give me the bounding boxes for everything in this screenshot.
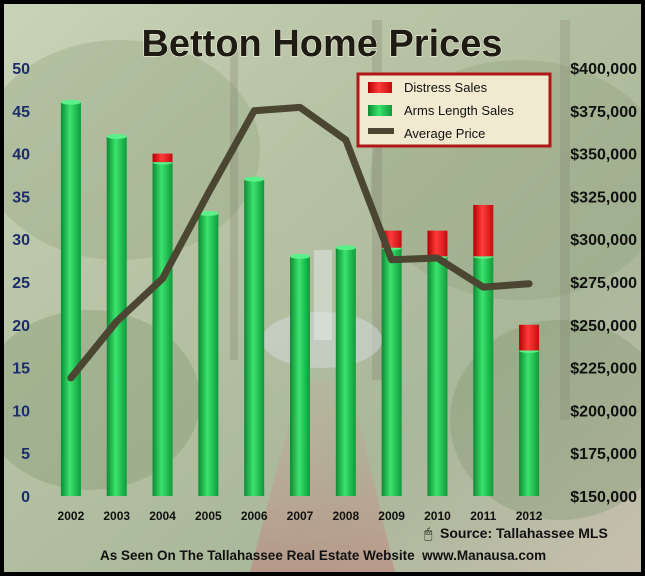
y-right-tick-label: $400,000	[570, 61, 637, 78]
axes: 0 5 10 15 20 25 30 35 40 45 50 $150,000 $175,000 $200…	[12, 61, 637, 523]
x-tick-label: 2008	[332, 509, 359, 523]
y-right-tick-label: $375,000	[570, 104, 637, 121]
bar-arms-length-sales	[381, 247, 402, 496]
bar-distress-sales	[473, 204, 494, 257]
legend-swatch-average-price	[368, 128, 394, 134]
x-tick-label: 2004	[149, 509, 176, 523]
legend-label-arms-length-sales: Arms Length Sales	[404, 103, 514, 118]
point-average-price	[207, 191, 210, 194]
y-right-tick-label: $300,000	[570, 232, 637, 249]
bar-arms-length-sales	[335, 247, 356, 496]
y-left-tick-label: 20	[12, 318, 30, 335]
bar-arms-length-sales-cap	[244, 176, 265, 182]
legend-swatch-distress-sales	[368, 82, 392, 93]
y-left-tick-label: 50	[12, 61, 30, 78]
bar-arms-length-sales	[519, 350, 540, 496]
bar-arms-length-sales-cap	[106, 133, 127, 139]
bar-arms-length-sales	[244, 179, 265, 496]
bar-arms-length-sales-cap	[335, 245, 356, 251]
bar-arms-length-sales-cap	[198, 211, 219, 217]
point-average-price	[115, 320, 118, 323]
legend-label-average-price: Average Price	[404, 126, 485, 141]
bar-arms-length-sales	[427, 256, 448, 496]
bar-arms-length-sales	[473, 256, 494, 496]
x-tick-label: 2002	[58, 509, 85, 523]
bar-arms-length-sales	[290, 256, 310, 496]
x-tick-label: 2003	[103, 509, 130, 523]
x-tick-label: 2007	[287, 509, 314, 523]
y-left-tick-label: 15	[12, 361, 30, 378]
mouse-icon: 🖱	[424, 525, 433, 541]
legend-swatch-arms-length-sales	[368, 105, 392, 116]
point-average-price	[436, 257, 439, 260]
bars	[60, 99, 540, 497]
bar-arms-length-sales-cap	[290, 253, 310, 259]
point-average-price	[528, 282, 531, 285]
y-left-tick-label: 25	[12, 275, 30, 292]
y-right-tick-label: $150,000	[570, 489, 637, 506]
x-tick-label: 2009	[378, 509, 405, 523]
bar-arms-length-sales	[60, 102, 81, 497]
y-right-tick-label: $350,000	[570, 147, 637, 164]
legend-label-distress-sales: Distress Sales	[404, 80, 488, 95]
y-left-tick-label: 5	[21, 446, 30, 463]
point-average-price	[482, 286, 485, 289]
bar-distress-sales	[519, 324, 540, 351]
y-left-tick-label: 30	[12, 232, 30, 249]
point-average-price	[344, 138, 347, 141]
point-average-price	[69, 376, 72, 379]
y-right-tick-label: $250,000	[570, 318, 637, 335]
y-left-tick-label: 10	[12, 403, 30, 420]
average-price-line	[67, 103, 533, 382]
y-right-tick-label: $325,000	[570, 189, 637, 206]
y-right-tick-label: $225,000	[570, 361, 637, 378]
y-left-tick-label: 40	[12, 147, 30, 164]
source-note: 🖱 Source: Tallahassee MLS	[424, 525, 608, 541]
y-left-tick-label: 0	[21, 489, 30, 506]
x-tick-label: 2006	[241, 509, 268, 523]
y-left-tick-label: 35	[12, 189, 30, 206]
legend: Distress Sales Arms Length Sales Average…	[356, 72, 552, 148]
y-left-tick-label: 45	[12, 104, 30, 121]
point-average-price	[299, 106, 301, 109]
bar-arms-length-sales	[198, 213, 219, 496]
bar-arms-length-sales	[152, 162, 173, 496]
point-average-price	[253, 109, 256, 112]
point-average-price	[390, 258, 393, 261]
chart-title: Betton Home Prices	[141, 23, 502, 65]
source-text: Source: Tallahassee MLS	[440, 525, 608, 541]
bar-distress-sales	[152, 153, 173, 163]
bar-distress-sales	[427, 230, 448, 257]
y-right-tick-label: $200,000	[570, 403, 637, 420]
x-tick-label: 2005	[195, 509, 222, 523]
bar-arms-length-sales	[106, 136, 127, 497]
website-credit: As Seen On The Tallahassee Real Estate W…	[100, 548, 546, 563]
bar-arms-length-sales-cap	[60, 99, 81, 105]
y-right-tick-label: $175,000	[570, 446, 637, 463]
x-tick-label: 2010	[424, 509, 451, 523]
y-right-tick-label: $275,000	[570, 275, 637, 292]
point-average-price	[161, 277, 164, 280]
x-tick-label: 2012	[516, 509, 543, 523]
x-tick-label: 2011	[470, 509, 496, 523]
